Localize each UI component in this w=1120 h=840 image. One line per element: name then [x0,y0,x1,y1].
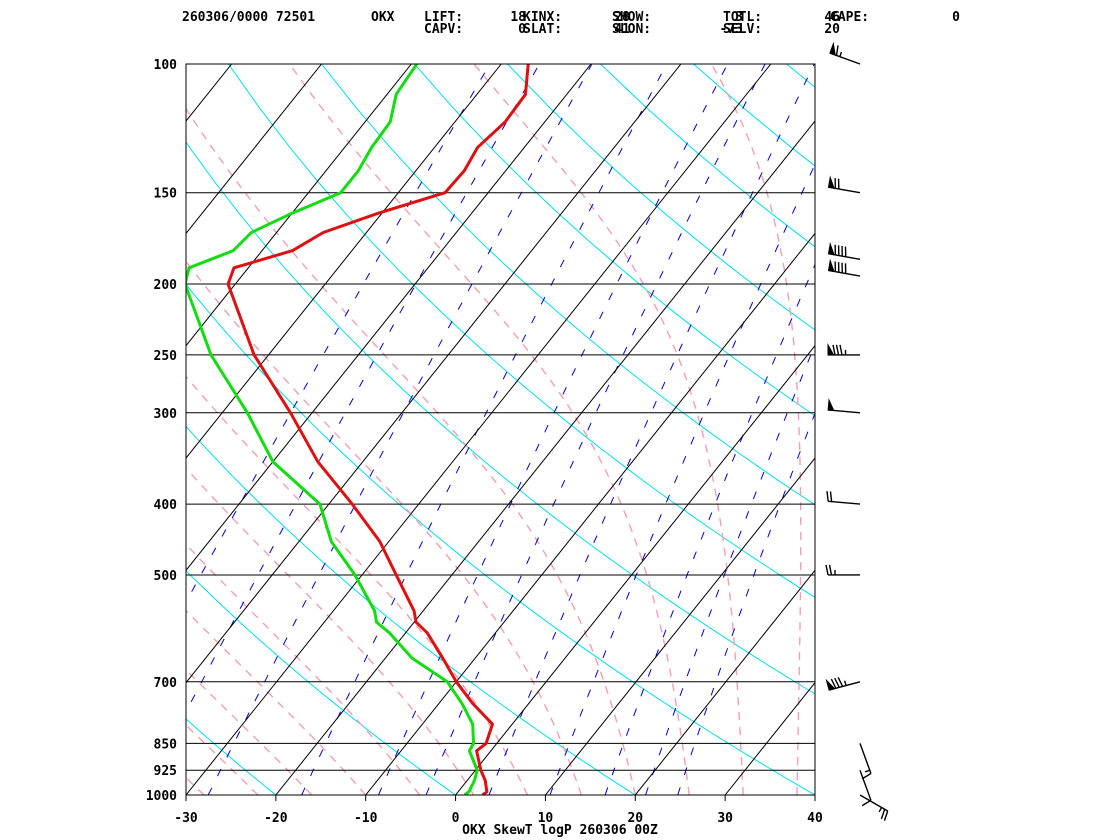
temperature-tick-label: -20 [264,811,288,826]
moist-adiabat [158,64,635,795]
dry-adiabat [322,64,1120,795]
pressure-tick-label: 300 [154,407,178,422]
mixing-ratio-line [646,64,936,795]
pressure-tick-label: 500 [154,569,178,584]
isotherm-line [96,64,681,795]
dry-adiabat [694,64,1120,795]
wind-barbs [826,44,888,821]
pressure-tick-label: 1000 [146,789,177,804]
pressure-tick-label: 150 [154,187,178,202]
temperature-tick-label: 0 [452,811,460,826]
isotherm-line [725,64,1120,795]
mixing-ratio-line [489,64,814,795]
isotherm-line [0,64,142,795]
mixing-ratio-line [208,64,592,795]
wind-barb [860,795,888,821]
isotherm-line [366,64,951,795]
moist-adiabat [290,64,690,795]
dry-adiabat [415,64,1120,795]
pressure-tick-label: 250 [154,349,178,364]
temperature-tick-label: 40 [807,811,823,826]
temperature-tick-label: -10 [354,811,378,826]
wind-barb [828,244,860,259]
pressure-tick-label: 925 [154,764,177,779]
moist-adiabat [0,64,150,795]
mixing-ratio-line [605,64,904,795]
isotherm-line [276,64,861,795]
mixing-ratio-line [426,64,765,795]
dry-adiabat [508,64,1120,795]
dry-adiabat [228,64,1120,795]
isotherm-line [456,64,1041,795]
dry-adiabat [0,64,456,795]
wind-barb [827,677,860,690]
moist-adiabat [0,64,474,795]
isotherm-line [635,64,1120,795]
isotherm-line [0,64,501,795]
pressure-tick-labels: 1000 925 850 700 500 400 300 250 200 150 100 [146,58,177,804]
plot-frame [186,64,815,795]
temperature-tick-labels: -30 -20 -10 0 10 20 30 40 [174,795,823,826]
temperature-tick-label: -30 [174,811,198,826]
isotherm-line [815,64,1120,795]
dry-adiabat [0,64,96,795]
mixing-ratio-line [82,64,490,795]
pressure-tick-label: 200 [154,278,178,293]
footer-title: OKX SkewT logP 260306 00Z [462,823,658,838]
isotherm-line [0,64,411,795]
isotherm-line [0,64,52,795]
mixing-ratio-line [379,64,728,795]
mixing-ratio-line [678,64,960,795]
isobars [186,64,815,795]
wind-barb [828,400,860,413]
pressure-tick-label: 700 [154,676,178,691]
dewpoint-trace [185,64,477,795]
wind-barb [828,261,860,276]
sounding-traces [185,64,528,795]
isotherm-line [186,64,771,795]
dry-adiabat [787,64,1120,795]
moist-adiabat [0,64,258,795]
wind-barb [828,345,860,355]
wind-barb [828,177,860,192]
dry-adiabat [601,64,1120,795]
dry-adiabat [135,64,994,795]
pressure-tick-label: 850 [154,737,178,752]
wind-barb [830,44,860,64]
temperature-tick-label: 30 [717,811,733,826]
dry-adiabat [0,64,276,795]
pressure-tick-label: 400 [154,498,178,513]
isotherm-line [545,64,1120,795]
moist-adiabat [711,64,800,795]
wind-barb [826,565,860,575]
wind-barb [827,491,860,504]
isotherm-line [0,64,232,795]
pressure-tick-label: 100 [154,58,178,73]
moist-adiabat [0,64,96,795]
